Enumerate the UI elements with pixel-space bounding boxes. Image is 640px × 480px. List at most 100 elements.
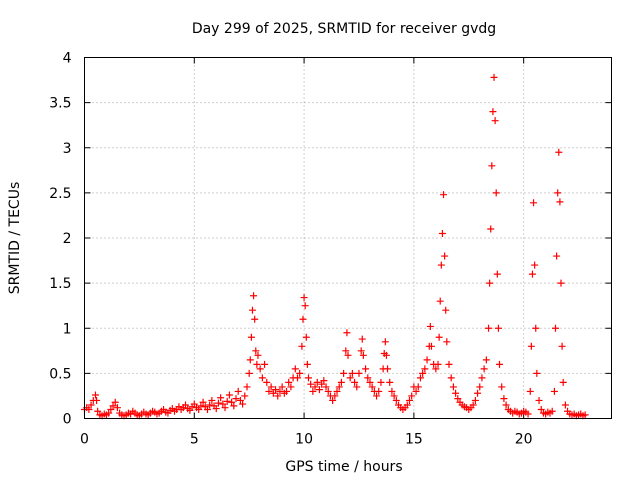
x-tick-label: 10 <box>295 432 313 448</box>
data-point <box>318 380 326 388</box>
data-point <box>278 383 286 391</box>
data-point <box>488 162 496 170</box>
data-point <box>530 199 538 207</box>
data-point <box>526 387 534 395</box>
data-point <box>111 398 119 406</box>
data-point <box>269 389 277 397</box>
data-point <box>225 391 233 399</box>
data-point <box>537 405 545 413</box>
y-tick-label: 3 <box>63 141 72 157</box>
data-point <box>248 306 256 314</box>
data-point <box>256 365 264 373</box>
data-point <box>203 405 211 413</box>
data-point <box>489 108 497 116</box>
data-point <box>302 333 310 341</box>
data-point <box>243 383 251 391</box>
data-point <box>555 148 563 156</box>
data-point <box>478 374 486 382</box>
data-point <box>355 369 363 377</box>
data-point <box>267 383 275 391</box>
data-point <box>375 387 383 395</box>
data-point <box>93 396 101 404</box>
data-point <box>307 380 315 388</box>
y-tick-label: 0.5 <box>49 366 71 382</box>
data-point <box>263 378 271 386</box>
data-point <box>416 374 424 382</box>
data-point <box>449 383 457 391</box>
data-point <box>285 378 293 386</box>
data-point <box>299 315 307 323</box>
data-point <box>434 360 442 368</box>
data-point <box>548 407 556 415</box>
data-point <box>554 189 562 197</box>
data-point <box>469 401 477 409</box>
data-point <box>298 342 306 350</box>
data-point <box>438 229 446 237</box>
data-point <box>528 270 536 278</box>
data-point <box>440 191 448 199</box>
plot-frame <box>84 57 612 419</box>
data-point <box>94 407 102 415</box>
data-point <box>527 342 535 350</box>
data-point <box>232 395 240 403</box>
data-point <box>340 369 348 377</box>
data-point <box>342 347 350 355</box>
data-point <box>421 365 429 373</box>
data-point <box>487 225 495 233</box>
data-point <box>197 402 205 410</box>
data-point <box>261 360 269 368</box>
data-point <box>524 410 532 418</box>
data-point <box>486 279 494 287</box>
data-point <box>390 392 398 400</box>
data-point <box>442 306 450 314</box>
data-point <box>230 402 238 410</box>
data-point <box>552 324 560 332</box>
data-point <box>251 315 259 323</box>
data-point <box>471 396 479 404</box>
data-point <box>300 294 308 302</box>
data-point <box>246 356 254 364</box>
data-point <box>239 400 247 408</box>
data-point <box>343 329 351 337</box>
data-point <box>301 302 309 310</box>
x-axis-label: GPS time / hours <box>285 459 402 475</box>
data-point <box>558 342 566 350</box>
data-point <box>364 374 372 382</box>
data-point <box>107 405 115 413</box>
data-point <box>357 347 365 355</box>
data-point <box>491 117 499 125</box>
data-point <box>419 369 427 377</box>
data-point <box>283 387 291 395</box>
data-point <box>366 378 374 386</box>
data-point <box>291 365 299 373</box>
data-point <box>405 396 413 404</box>
data-point <box>382 351 390 359</box>
data-point <box>359 351 367 359</box>
data-point <box>331 392 339 400</box>
data-point <box>333 387 341 395</box>
x-tick-label: 0 <box>80 432 89 448</box>
data-point <box>245 369 253 377</box>
data-point <box>550 387 558 395</box>
data-point <box>454 395 462 403</box>
data-point <box>337 378 345 386</box>
data-point <box>254 351 262 359</box>
x-tick-label: 5 <box>190 432 199 448</box>
y-tick-label: 2 <box>63 231 72 247</box>
data-point <box>346 374 354 382</box>
data-point <box>322 383 330 391</box>
y-tick-label: 4 <box>63 51 72 67</box>
x-tick-label: 20 <box>515 432 533 448</box>
data-point <box>474 389 482 397</box>
data-point <box>304 374 312 382</box>
data-point <box>388 387 396 395</box>
data-point <box>502 401 510 409</box>
data-point <box>553 252 561 260</box>
data-point <box>250 292 258 300</box>
data-point <box>559 378 567 386</box>
data-point <box>432 365 440 373</box>
y-tick-label: 0 <box>63 412 72 428</box>
data-point <box>265 387 273 395</box>
data-point <box>498 383 506 391</box>
y-axis-label: SRMTID / TECUs <box>7 182 23 295</box>
